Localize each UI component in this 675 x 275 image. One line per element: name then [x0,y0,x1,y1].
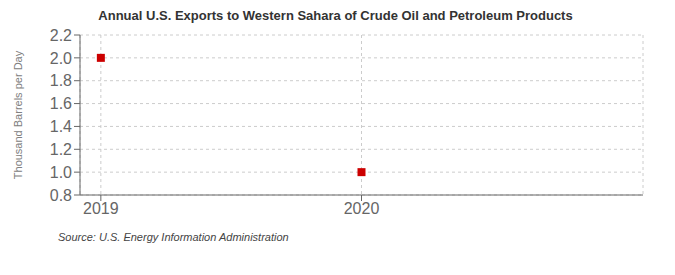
svg-text:2.2: 2.2 [50,27,72,44]
svg-text:0.8: 0.8 [50,187,72,204]
svg-text:Thousand Barrels per Day: Thousand Barrels per Day [12,50,24,179]
svg-text:1.2: 1.2 [50,141,72,158]
html-text:Annual U.S. Exports to Western: Annual U.S. Exports to Western Sahara of… [98,8,573,23]
html-text:Source: U.S. Energy Informatio: Source: U.S. Energy Information Administ… [58,231,289,243]
svg-text:2019: 2019 [83,200,119,217]
svg-text:2.0: 2.0 [50,50,72,67]
svg-text:1.0: 1.0 [50,164,72,181]
svg-text:2020: 2020 [344,200,380,217]
svg-text:1.8: 1.8 [50,72,72,89]
svg-text:1.4: 1.4 [50,118,72,135]
svg-text:1.6: 1.6 [50,95,72,112]
